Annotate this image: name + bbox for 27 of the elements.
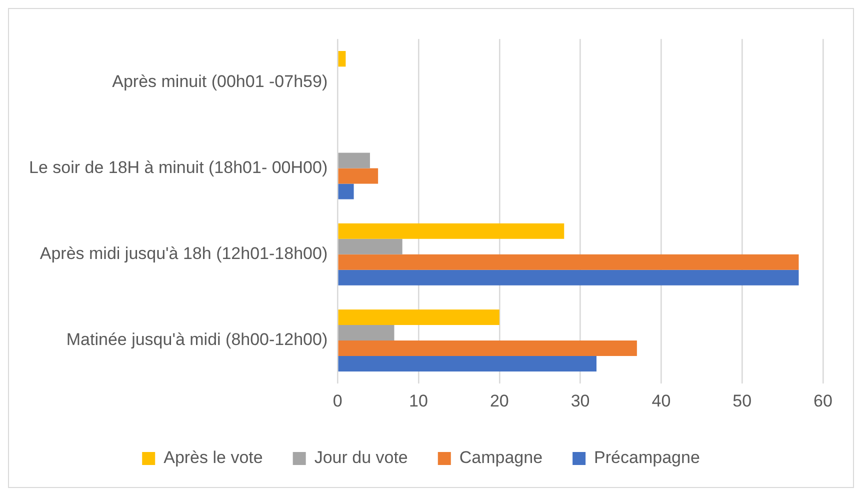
- x-tick-label: 10: [409, 391, 428, 410]
- x-tick-label: 20: [490, 391, 509, 410]
- bar: [338, 270, 799, 286]
- bar: [338, 340, 637, 356]
- x-tick-label: 60: [814, 391, 832, 410]
- legend-label: Précampagne: [594, 448, 700, 468]
- legend-label: Campagne: [459, 448, 543, 468]
- x-tick-label: 50: [732, 391, 752, 410]
- y-tick-label: Le soir de 18H à minuit (18h01- 00H00): [28, 158, 328, 177]
- x-tick-label: 40: [652, 391, 671, 410]
- bar: [338, 356, 596, 372]
- y-tick-label: Après minuit (00h01 -07h59): [112, 72, 328, 91]
- x-tick-label: 0: [332, 391, 342, 410]
- bar: [338, 254, 799, 270]
- y-tick-label: Matinée jusqu'à midi (8h00-12h00): [66, 330, 328, 350]
- bar: [338, 152, 370, 168]
- bar: [338, 238, 402, 254]
- x-tick-label: 30: [570, 391, 590, 410]
- bar: [338, 310, 500, 326]
- y-tick-label: Après midi jusqu'à 18h (12h01-18h00): [40, 244, 328, 264]
- legend-label: Jour du vote: [314, 448, 408, 468]
- bar: [338, 223, 564, 239]
- legend-label: Après le vote: [164, 448, 263, 468]
- bar: [338, 325, 394, 341]
- bar: [338, 51, 346, 67]
- bar: [338, 184, 354, 200]
- bar: [338, 168, 378, 184]
